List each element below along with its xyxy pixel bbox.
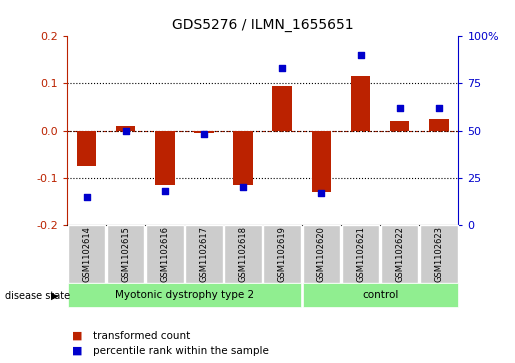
Text: GSM1102621: GSM1102621 — [356, 226, 365, 282]
Text: GSM1102619: GSM1102619 — [278, 226, 287, 282]
Bar — [390, 121, 409, 131]
Point — [239, 184, 247, 190]
Text: GSM1102617: GSM1102617 — [199, 226, 209, 282]
Point — [122, 128, 130, 134]
Text: transformed count: transformed count — [93, 331, 190, 341]
Text: GSM1102622: GSM1102622 — [395, 226, 404, 282]
Text: percentile rank within the sample: percentile rank within the sample — [93, 346, 269, 356]
Bar — [194, 131, 214, 133]
Bar — [225, 225, 262, 283]
Bar — [77, 131, 96, 166]
Text: GSM1102615: GSM1102615 — [121, 226, 130, 282]
Bar — [420, 225, 457, 283]
Bar — [146, 225, 183, 283]
Text: disease state: disease state — [5, 291, 70, 301]
Text: GSM1102616: GSM1102616 — [160, 226, 169, 282]
Text: ■: ■ — [72, 346, 82, 356]
Text: GSM1102614: GSM1102614 — [82, 226, 91, 282]
Bar — [185, 225, 222, 283]
Text: ▶: ▶ — [50, 291, 58, 301]
Text: GSM1102618: GSM1102618 — [238, 226, 248, 282]
Bar — [272, 86, 292, 131]
Bar — [303, 225, 340, 283]
Bar — [351, 76, 370, 131]
Point — [356, 52, 365, 58]
Bar — [116, 126, 135, 131]
Point — [278, 65, 286, 71]
Bar — [107, 225, 144, 283]
Bar — [68, 283, 301, 307]
Text: ■: ■ — [72, 331, 82, 341]
Bar — [155, 131, 175, 185]
Bar — [264, 225, 301, 283]
Text: GSM1102620: GSM1102620 — [317, 226, 326, 282]
Bar — [303, 283, 457, 307]
Point — [200, 131, 208, 137]
Text: Myotonic dystrophy type 2: Myotonic dystrophy type 2 — [115, 290, 254, 300]
Point — [435, 105, 443, 111]
Title: GDS5276 / ILMN_1655651: GDS5276 / ILMN_1655651 — [172, 19, 353, 33]
Point — [161, 188, 169, 194]
Bar — [342, 225, 379, 283]
Point — [317, 190, 325, 196]
Point — [82, 194, 91, 200]
Point — [396, 105, 404, 111]
Bar — [312, 131, 331, 192]
Bar — [68, 225, 105, 283]
Bar — [233, 131, 253, 185]
Text: GSM1102623: GSM1102623 — [434, 226, 443, 282]
Text: control: control — [362, 290, 398, 300]
Bar — [381, 225, 418, 283]
Bar — [429, 119, 449, 131]
